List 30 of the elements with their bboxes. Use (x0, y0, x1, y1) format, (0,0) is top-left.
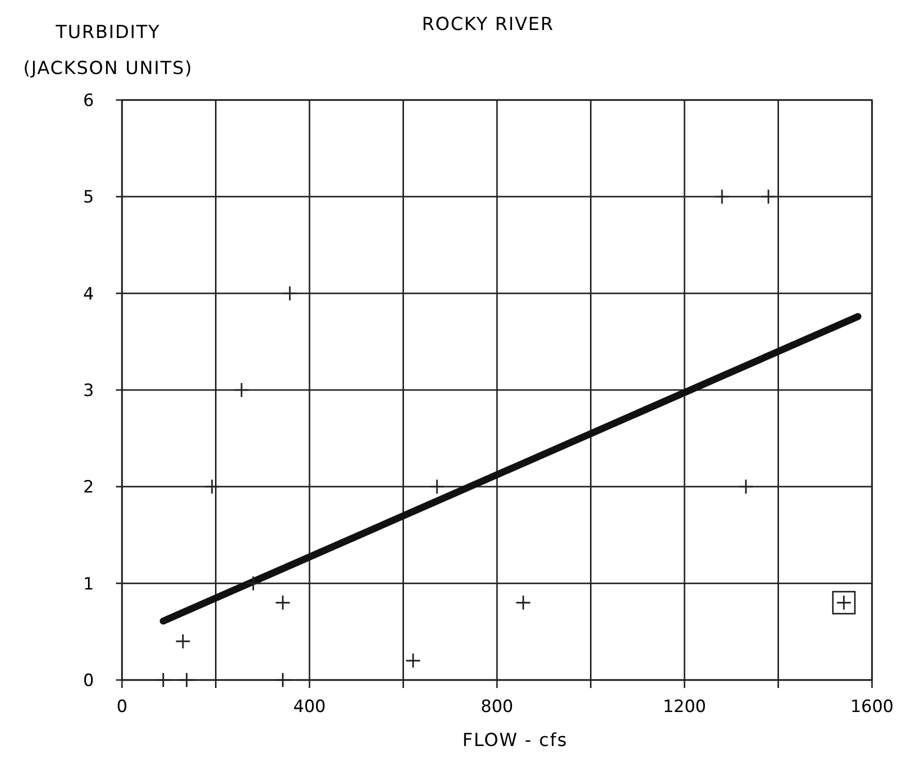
x-tick-label: 0 (116, 697, 128, 717)
y-tick-label: 1 (83, 574, 94, 594)
x-tick-label: 1200 (662, 697, 706, 717)
point (738, 478, 754, 494)
y-tick-label: 2 (83, 478, 94, 498)
y-tick-label: 3 (83, 381, 94, 401)
point (282, 286, 298, 302)
y-tick-label: 0 (83, 671, 94, 691)
x-tick-label: 800 (480, 697, 514, 717)
point (175, 634, 191, 650)
point (234, 382, 250, 398)
x-axis-title: FLOW - cfs (462, 730, 568, 751)
y-tick-label: 4 (83, 284, 94, 304)
point (515, 594, 532, 610)
point (274, 594, 291, 610)
chart-title: ROCKY RIVER (422, 14, 554, 35)
y-axis-title: TURBIDITY (JACKSON UNITS) (23, 22, 193, 79)
point (760, 188, 776, 204)
point (245, 576, 262, 592)
y-tick-label: 5 (83, 188, 94, 208)
point (429, 478, 445, 494)
x-tick-label: 1600 (850, 697, 894, 717)
x-tick-label: 400 (293, 697, 326, 717)
point (178, 672, 194, 688)
point (204, 478, 220, 494)
point (155, 672, 172, 688)
y-tick-label: 6 (83, 91, 94, 111)
point (714, 188, 730, 204)
point (405, 652, 421, 668)
point (274, 672, 291, 688)
